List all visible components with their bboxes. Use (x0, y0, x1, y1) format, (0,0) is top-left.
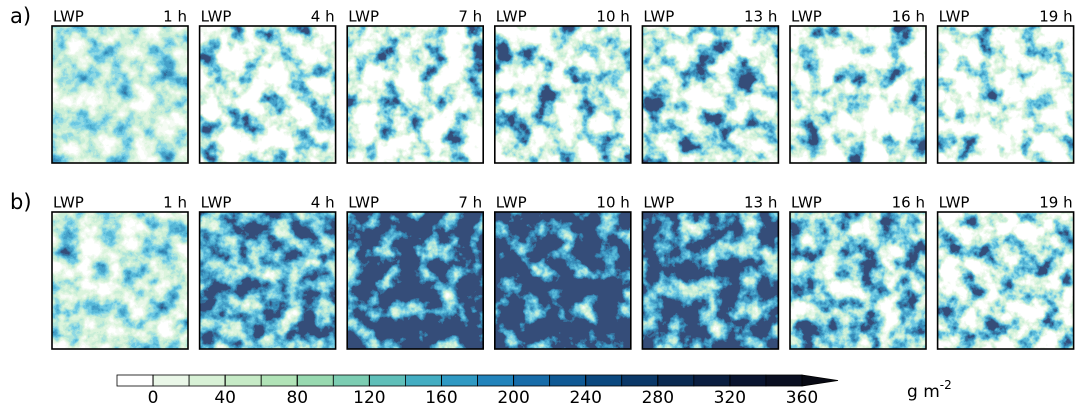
panel-frame (346, 211, 485, 350)
colorbar-tick-label: 280 (642, 388, 674, 408)
panel-frame (198, 211, 337, 350)
colorbar-tick-label: 40 (214, 388, 236, 408)
panel-frame (346, 25, 485, 164)
panel-frame (198, 25, 337, 164)
row-label: b) (10, 190, 32, 214)
colorbar-box (549, 374, 587, 387)
lwp-field (494, 212, 631, 349)
panel-time: 16 h (892, 194, 925, 212)
panel-variable: LWP (201, 194, 232, 212)
colorbar-box (405, 374, 442, 387)
panel-time: 7 h (458, 8, 482, 26)
unit-text: g m (907, 382, 940, 402)
panel-variable: LWP (939, 194, 970, 212)
lwp-field (199, 212, 336, 349)
panel-variable: LWP (201, 8, 232, 26)
panel-variable: LWP (496, 194, 527, 212)
colorbar-box (296, 374, 334, 387)
panel-time: 10 h (596, 194, 629, 212)
panel-frame (936, 25, 1075, 164)
panel-frame (51, 211, 189, 350)
panel-time: 4 h (311, 8, 335, 26)
lwp-field (52, 212, 188, 349)
colorbar-box (657, 374, 695, 387)
panel-time: 13 h (744, 194, 777, 212)
colorbar-box (152, 374, 190, 387)
panel-frame (641, 25, 780, 164)
panel-frame (493, 211, 632, 350)
panel-time: 1 h (163, 194, 187, 212)
panel-frame (936, 211, 1075, 350)
colorbar-tick-label: 320 (714, 388, 746, 408)
panel-variable: LWP (53, 194, 84, 212)
panel-frame (51, 25, 189, 164)
row-label: a) (10, 4, 31, 28)
panel-time: 10 h (596, 8, 629, 26)
colorbar-box (585, 374, 623, 387)
panel-time: 1 h (163, 8, 187, 26)
colorbar-box (116, 374, 154, 387)
colorbar-box (765, 374, 803, 387)
colorbar-box (477, 374, 514, 387)
colorbar-box (693, 374, 731, 387)
panel-variable: LWP (53, 8, 84, 26)
panel-time: 16 h (892, 8, 925, 26)
lwp-field (347, 26, 484, 163)
lwp-field (937, 212, 1074, 349)
lwp-field (790, 212, 926, 349)
panel-frame (641, 211, 780, 350)
panel-time: 7 h (458, 194, 482, 212)
panel-frame (493, 25, 632, 164)
panel-time: 13 h (744, 8, 777, 26)
panel-time: 19 h (1039, 194, 1072, 212)
panel-variable: LWP (348, 194, 379, 212)
colorbar-box (332, 374, 370, 387)
panel-variable: LWP (791, 194, 822, 212)
colorbar-unit: g m-2 (907, 378, 952, 403)
panel-frame (789, 25, 927, 164)
lwp-field (790, 26, 926, 163)
colorbar-tick-label: 160 (425, 388, 457, 408)
panel-variable: LWP (643, 194, 674, 212)
lwp-field (642, 26, 779, 163)
lwp-field (937, 26, 1074, 163)
unit-exponent: -2 (940, 378, 952, 392)
colorbar-tick-label: 0 (148, 388, 159, 408)
colorbar-tick-label: 360 (786, 388, 818, 408)
colorbar-box (513, 374, 551, 387)
colorbar-tick-label: 120 (353, 388, 385, 408)
panel-variable: LWP (939, 8, 970, 26)
lwp-field (642, 212, 779, 349)
colorbar-box (441, 374, 478, 387)
panel-variable: LWP (348, 8, 379, 26)
lwp-field (347, 212, 484, 349)
lwp-field (494, 26, 631, 163)
panel-variable: LWP (496, 8, 527, 26)
colorbar-box (224, 374, 262, 387)
colorbar-box (368, 374, 406, 387)
panel-frame (789, 211, 927, 350)
colorbar-tick-label: 200 (497, 388, 529, 408)
lwp-field (199, 26, 336, 163)
colorbar-extend (801, 374, 839, 387)
panel-time: 19 h (1039, 8, 1072, 26)
colorbar-tick-label: 240 (569, 388, 601, 408)
panel-time: 4 h (311, 194, 335, 212)
colorbar-tick-label: 80 (286, 388, 308, 408)
lwp-field (52, 26, 188, 163)
colorbar-box (621, 374, 659, 387)
colorbar-box (260, 374, 298, 387)
panel-variable: LWP (791, 8, 822, 26)
panel-variable: LWP (643, 8, 674, 26)
colorbar-box (188, 374, 226, 387)
colorbar-box (729, 374, 767, 387)
